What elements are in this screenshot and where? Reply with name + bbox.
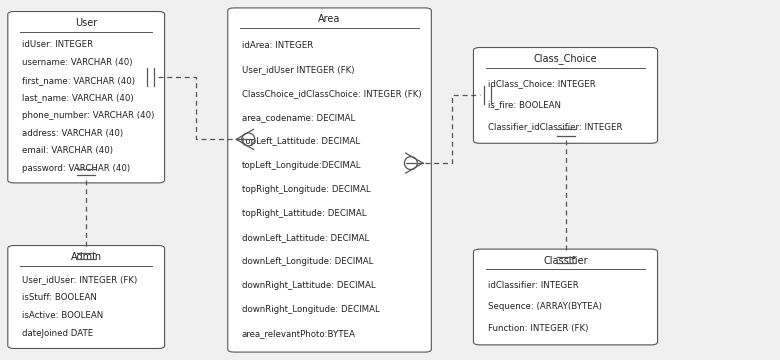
Text: Classifier: Classifier xyxy=(543,256,588,266)
Text: topRight_Lattitude: DECIMAL: topRight_Lattitude: DECIMAL xyxy=(242,209,367,218)
Text: idClass_Choice: INTEGER: idClass_Choice: INTEGER xyxy=(488,79,595,88)
Text: Admin: Admin xyxy=(71,252,101,262)
Text: isActive: BOOLEAN: isActive: BOOLEAN xyxy=(22,311,103,320)
Text: address: VARCHAR (40): address: VARCHAR (40) xyxy=(22,129,123,138)
Text: dateJoined DATE: dateJoined DATE xyxy=(22,329,93,338)
Text: email: VARCHAR (40): email: VARCHAR (40) xyxy=(22,147,113,156)
FancyBboxPatch shape xyxy=(473,48,658,143)
Text: isStuff: BOOLEAN: isStuff: BOOLEAN xyxy=(22,293,97,302)
Text: User_idUser INTEGER (FK): User_idUser INTEGER (FK) xyxy=(242,65,354,74)
Text: idClassifier: INTEGER: idClassifier: INTEGER xyxy=(488,280,578,289)
Text: downLeft_Lattitude: DECIMAL: downLeft_Lattitude: DECIMAL xyxy=(242,233,369,242)
FancyBboxPatch shape xyxy=(8,12,165,183)
Text: Class_Choice: Class_Choice xyxy=(534,54,597,64)
Text: topLeft_Longitude:DECIMAL: topLeft_Longitude:DECIMAL xyxy=(242,161,361,170)
FancyBboxPatch shape xyxy=(228,8,431,352)
Text: last_name: VARCHAR (40): last_name: VARCHAR (40) xyxy=(22,93,133,102)
Text: Classifier_idClassifier: INTEGER: Classifier_idClassifier: INTEGER xyxy=(488,122,622,131)
Text: Area: Area xyxy=(318,14,341,24)
Text: area_relevantPhoto:BYTEA: area_relevantPhoto:BYTEA xyxy=(242,329,356,338)
Text: downRight_Lattitude: DECIMAL: downRight_Lattitude: DECIMAL xyxy=(242,281,375,290)
Text: username: VARCHAR (40): username: VARCHAR (40) xyxy=(22,58,133,67)
Text: Function: INTEGER (FK): Function: INTEGER (FK) xyxy=(488,324,588,333)
FancyBboxPatch shape xyxy=(8,246,165,348)
Text: User_idUser: INTEGER (FK): User_idUser: INTEGER (FK) xyxy=(22,275,137,284)
FancyBboxPatch shape xyxy=(473,249,658,345)
Text: idArea: INTEGER: idArea: INTEGER xyxy=(242,41,313,50)
Text: phone_number: VARCHAR (40): phone_number: VARCHAR (40) xyxy=(22,111,154,120)
Text: User: User xyxy=(75,18,98,28)
Text: Sequence: (ARRAY(BYTEA): Sequence: (ARRAY(BYTEA) xyxy=(488,302,601,311)
Text: topRight_Longitude: DECIMAL: topRight_Longitude: DECIMAL xyxy=(242,185,370,194)
Text: downRight_Longitude: DECIMAL: downRight_Longitude: DECIMAL xyxy=(242,305,380,314)
Text: password: VARCHAR (40): password: VARCHAR (40) xyxy=(22,164,130,173)
Text: first_name: VARCHAR (40): first_name: VARCHAR (40) xyxy=(22,76,135,85)
Text: downLeft_Longitude: DECIMAL: downLeft_Longitude: DECIMAL xyxy=(242,257,373,266)
Text: topLeft_Lattitude: DECIMAL: topLeft_Lattitude: DECIMAL xyxy=(242,137,360,146)
Text: idUser: INTEGER: idUser: INTEGER xyxy=(22,40,93,49)
Text: is_fire: BOOLEAN: is_fire: BOOLEAN xyxy=(488,100,561,109)
Text: ClassChoice_idClassChoice: INTEGER (FK): ClassChoice_idClassChoice: INTEGER (FK) xyxy=(242,89,421,98)
Text: area_codename: DECIMAL: area_codename: DECIMAL xyxy=(242,113,355,122)
